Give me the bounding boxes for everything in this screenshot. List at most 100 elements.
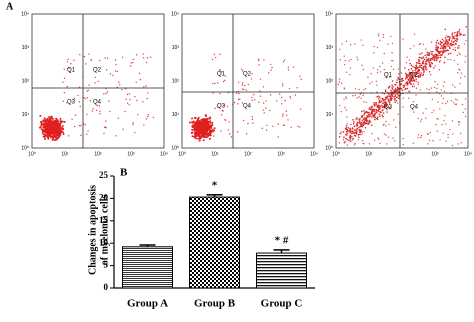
- dot: [447, 136, 449, 139]
- dot: [456, 72, 459, 74]
- dot: [375, 103, 377, 106]
- dot: [190, 131, 193, 134]
- dot: [66, 102, 68, 104]
- dot: [220, 71, 222, 73]
- dot: [390, 96, 392, 98]
- dot: [413, 85, 416, 87]
- dot: [360, 116, 363, 118]
- dot: [43, 137, 46, 140]
- dot: [458, 47, 460, 49]
- dot: [86, 90, 89, 92]
- dot: [350, 130, 352, 133]
- dot: [376, 96, 378, 98]
- dot: [452, 48, 455, 51]
- dot: [355, 122, 358, 125]
- dot: [340, 82, 343, 84]
- dot: [287, 66, 290, 68]
- dot: [229, 133, 231, 135]
- dot: [455, 103, 458, 105]
- dot: [205, 132, 208, 135]
- dot: [382, 124, 385, 126]
- dot: [354, 132, 356, 135]
- dot: [213, 127, 216, 130]
- dot: [376, 84, 378, 86]
- dot: [368, 112, 371, 114]
- dot: [366, 116, 368, 118]
- dot: [394, 88, 397, 90]
- dot: [340, 110, 342, 113]
- dot: [458, 68, 460, 71]
- dot: [388, 123, 390, 126]
- dot: [105, 120, 107, 122]
- dot: [435, 41, 438, 44]
- dot: [139, 78, 142, 81]
- dot: [381, 62, 384, 64]
- y-tick-label: 20: [99, 192, 109, 202]
- dot: [358, 119, 361, 121]
- dot: [50, 117, 53, 120]
- dot: [271, 66, 273, 69]
- dot: [448, 37, 451, 40]
- dot: [254, 99, 256, 101]
- dot: [74, 114, 77, 116]
- dot: [45, 119, 48, 122]
- dot: [361, 130, 363, 133]
- dot: [459, 132, 462, 135]
- dot: [436, 54, 438, 56]
- dot: [193, 128, 196, 131]
- dot: [362, 68, 365, 71]
- dot: [42, 132, 45, 135]
- x-tick-label: 10²: [244, 151, 252, 157]
- dot: [397, 68, 400, 70]
- dot: [433, 59, 436, 61]
- dot: [421, 52, 423, 54]
- dot: [377, 110, 380, 112]
- dot: [383, 69, 386, 71]
- dot: [240, 68, 243, 70]
- dot: [366, 115, 368, 117]
- dot: [383, 52, 386, 55]
- quadrant-label: Q3: [217, 104, 226, 110]
- dot: [202, 124, 205, 127]
- dot: [124, 88, 127, 90]
- dot: [404, 87, 407, 90]
- dot: [355, 130, 358, 133]
- y-tick-label: 5: [104, 260, 109, 270]
- dot: [63, 120, 66, 123]
- y-tick-label: 10¹: [172, 112, 180, 118]
- dot: [379, 71, 382, 73]
- dot: [434, 53, 436, 56]
- dot: [417, 83, 419, 86]
- dot: [378, 33, 380, 35]
- dot: [449, 52, 452, 55]
- dot: [391, 42, 394, 45]
- dot: [368, 122, 370, 124]
- dot: [412, 77, 414, 80]
- dot: [198, 130, 201, 133]
- dot: [351, 132, 354, 134]
- dot: [61, 125, 64, 128]
- dot: [363, 110, 365, 112]
- dot: [434, 65, 436, 67]
- dot: [372, 67, 375, 69]
- dot: [363, 101, 365, 103]
- dot: [444, 114, 446, 117]
- dot: [103, 126, 106, 129]
- dot: [451, 32, 454, 34]
- dot: [282, 61, 285, 63]
- dot: [358, 88, 360, 91]
- dot: [437, 42, 440, 44]
- dot: [237, 103, 239, 105]
- dot: [394, 97, 396, 100]
- dot: [340, 131, 343, 133]
- x-tick-label: 10¹: [211, 151, 219, 157]
- dot: [376, 46, 379, 49]
- dot: [287, 69, 290, 71]
- dot: [87, 89, 89, 92]
- dot: [251, 73, 253, 75]
- dot: [432, 67, 435, 69]
- dot: [422, 68, 424, 71]
- dot: [73, 59, 75, 61]
- dot: [423, 70, 426, 72]
- dot: [361, 64, 363, 66]
